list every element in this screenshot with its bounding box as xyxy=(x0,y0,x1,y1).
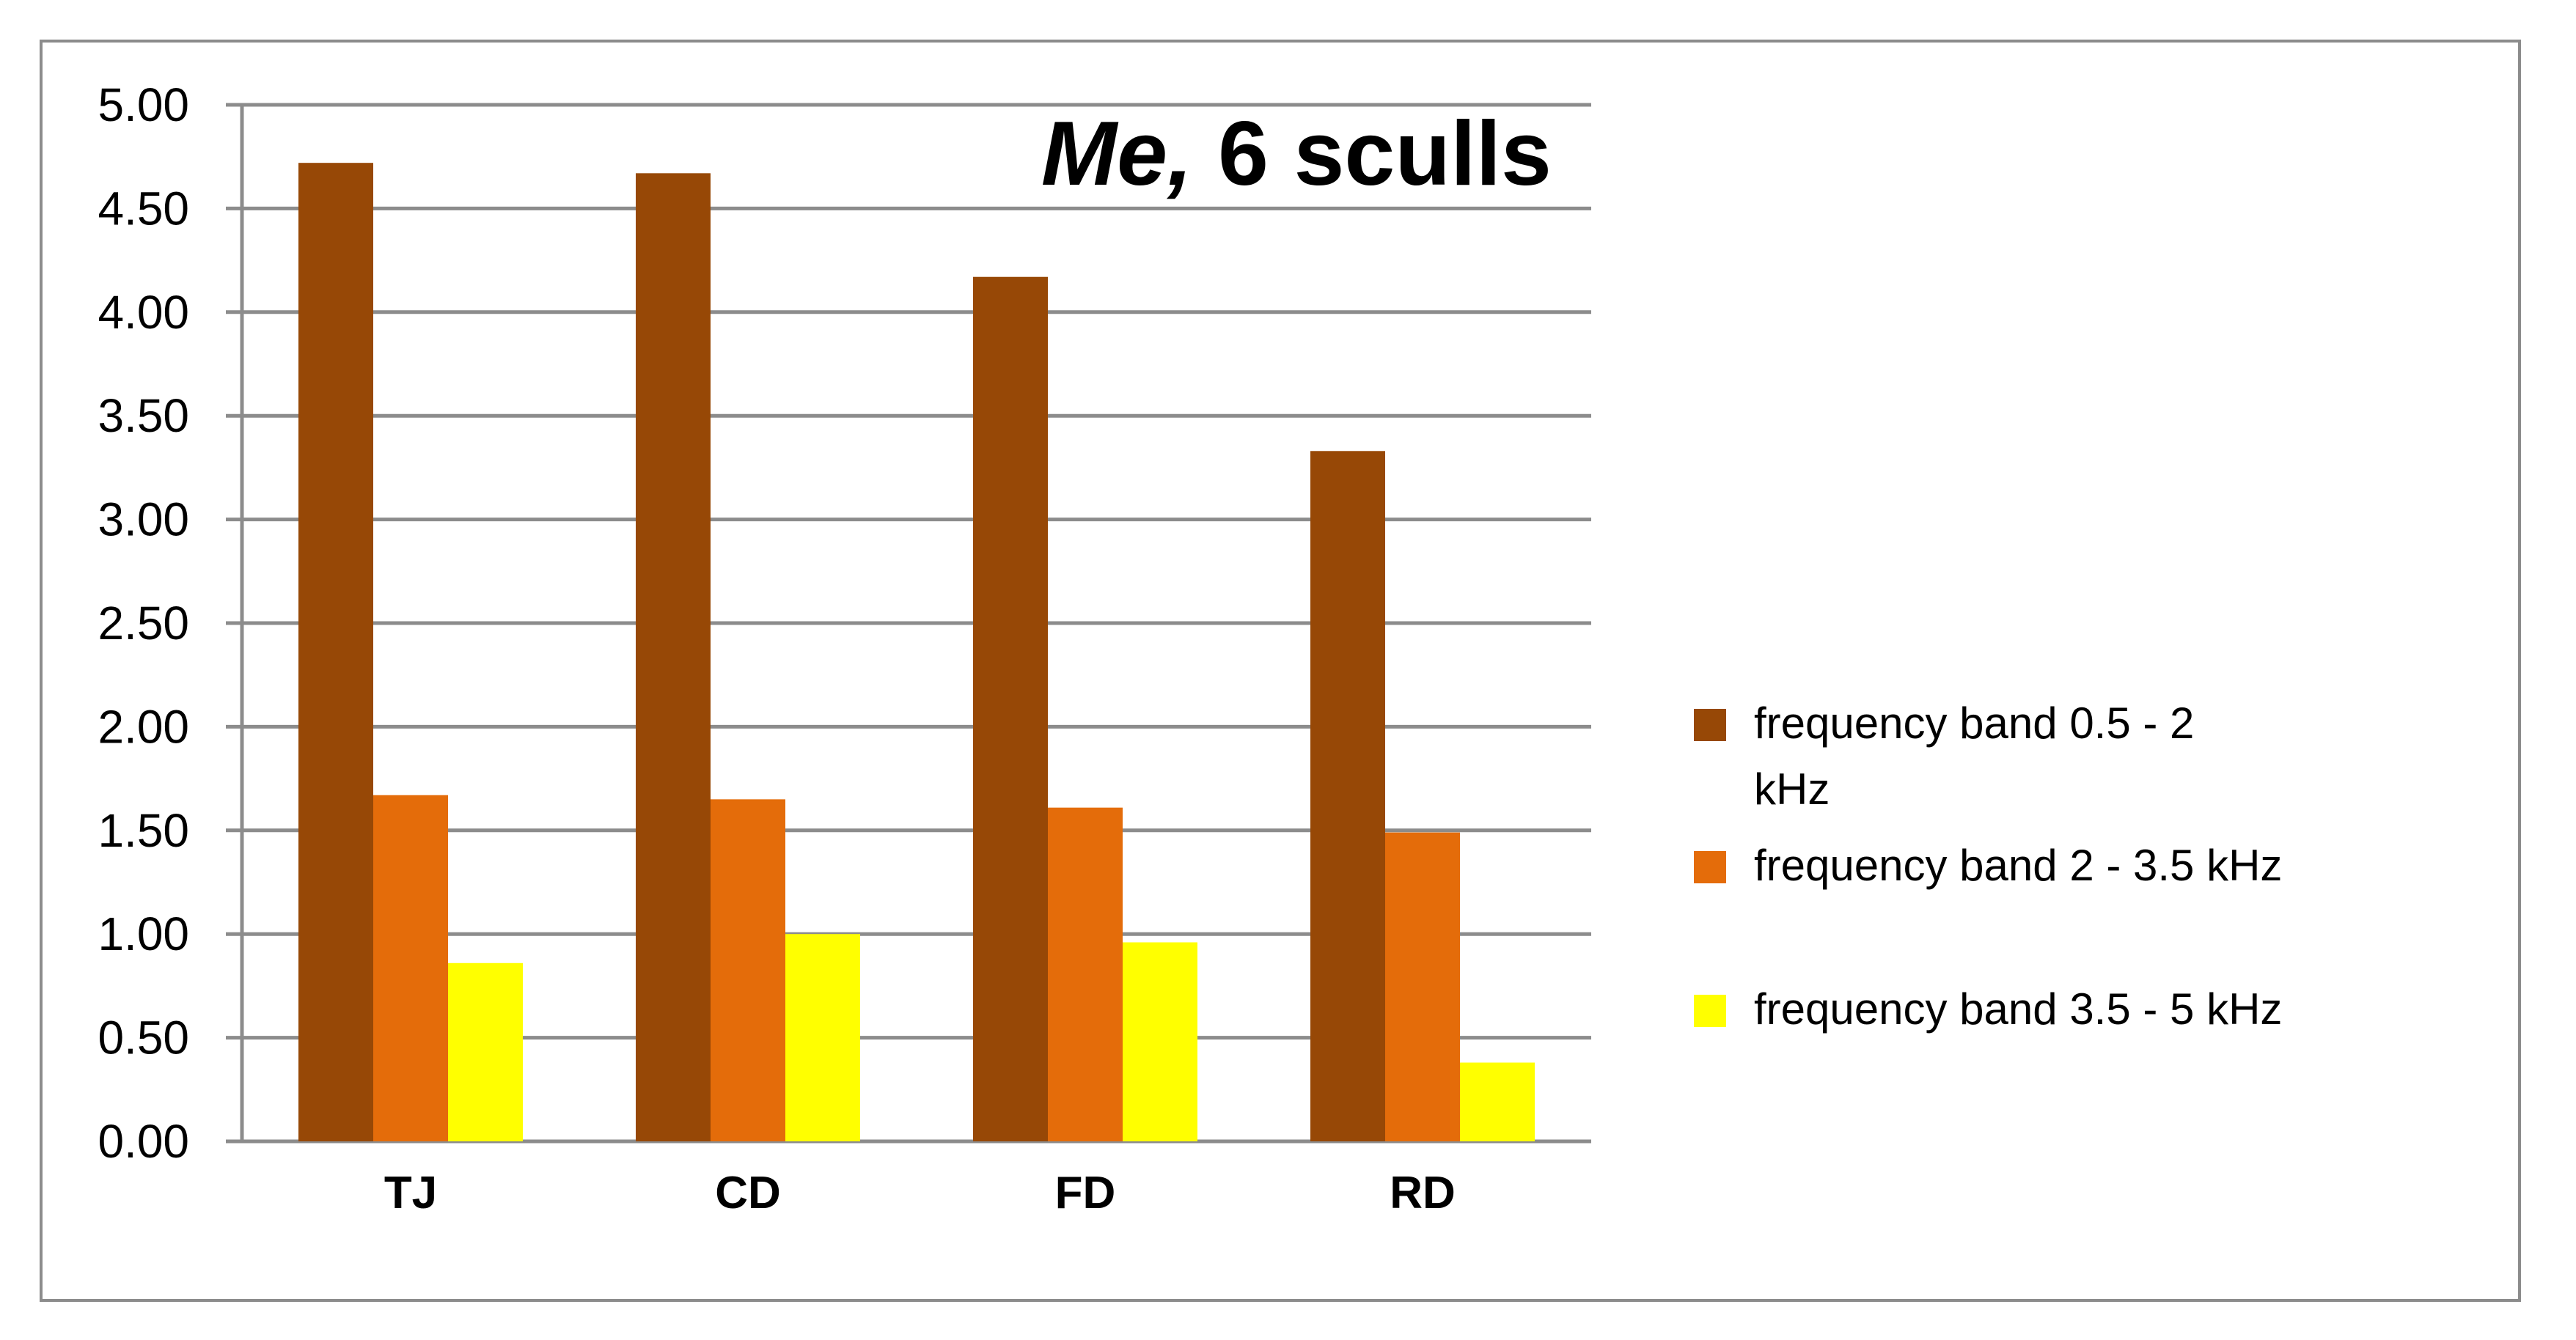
chart-title-italic: Me, xyxy=(1041,103,1193,205)
bar-cd-series-3 xyxy=(785,934,860,1141)
legend: frequency band 0.5 - 2 kHz frequency band … xyxy=(1694,699,2282,1034)
bar-rd-series-1 xyxy=(1310,451,1385,1141)
x-category-label: CD xyxy=(715,1168,781,1218)
bar-tj-series-3 xyxy=(448,962,523,1141)
x-category-label: TJ xyxy=(384,1168,437,1218)
x-category-label: RD xyxy=(1390,1168,1456,1218)
y-tick-label: 1.50 xyxy=(98,804,189,857)
y-tick-label: 0.50 xyxy=(98,1012,189,1064)
chart-title-rest: 6 sculls xyxy=(1193,103,1552,205)
chart-title: Me, 6 sculls xyxy=(1041,103,1552,205)
legend-label: frequency band 3.5 - 5 kHz xyxy=(1754,984,2282,1034)
legend-label: frequency band 2 - 3.5 kHz xyxy=(1754,841,2282,890)
y-tick-label: 4.00 xyxy=(98,286,189,339)
bar-fd-series-2 xyxy=(1048,807,1123,1141)
y-tick-label: 2.50 xyxy=(98,597,189,649)
y-tick-label: 4.50 xyxy=(98,182,189,235)
y-tick-label: 1.00 xyxy=(98,908,189,960)
bar-cd-series-2 xyxy=(711,799,785,1141)
y-tick-label: 2.00 xyxy=(98,700,189,753)
y-tick-labels: 0.00 0.50 1.00 1.50 2.00 2.50 3.00 3.50 4.00 4.50… xyxy=(98,78,189,1168)
legend-swatch xyxy=(1694,995,1726,1027)
x-category-labels: TJ CD FD RD xyxy=(384,1168,1456,1218)
legend-swatch xyxy=(1694,851,1726,883)
bar-rd-series-3 xyxy=(1460,1062,1535,1141)
x-category-label: FD xyxy=(1055,1168,1116,1218)
y-tick-label: 0.00 xyxy=(98,1115,189,1168)
legend-label: frequency band 0.5 - 2 xyxy=(1754,699,2194,748)
bar-fd-series-1 xyxy=(973,276,1048,1141)
y-tick-label: 3.00 xyxy=(98,493,189,546)
y-tick-label: 5.00 xyxy=(98,78,189,131)
legend-swatch xyxy=(1694,709,1726,741)
y-tick-label: 3.50 xyxy=(98,389,189,442)
bar-tj-series-2 xyxy=(373,795,448,1141)
bar-rd-series-2 xyxy=(1385,832,1460,1141)
bar-cd-series-1 xyxy=(636,173,711,1142)
bar-tj-series-1 xyxy=(298,163,373,1142)
legend-label-cont: kHz xyxy=(1754,765,1830,814)
bars xyxy=(298,163,1535,1142)
bar-fd-series-3 xyxy=(1123,942,1197,1141)
